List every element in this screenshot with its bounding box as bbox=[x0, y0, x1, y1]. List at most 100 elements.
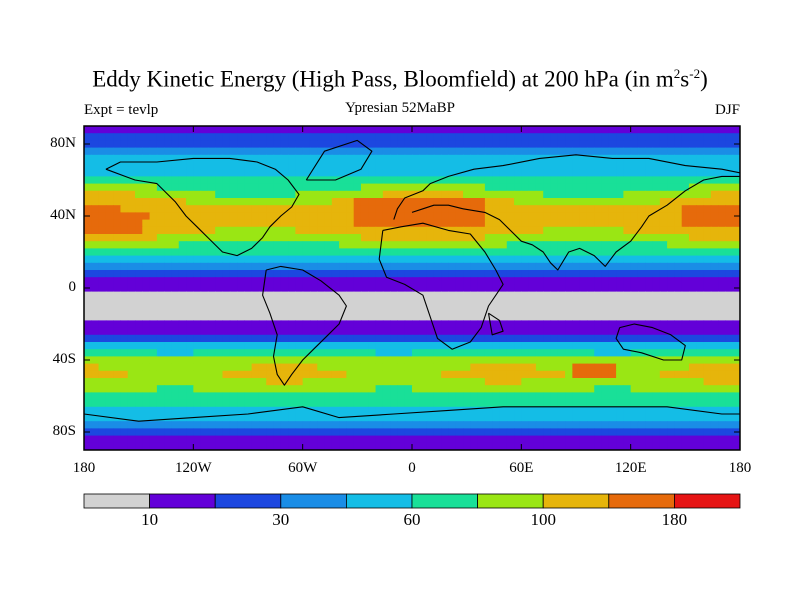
field-cell bbox=[309, 162, 318, 170]
field-cell bbox=[375, 162, 384, 170]
field-cell bbox=[608, 270, 617, 278]
field-cell bbox=[251, 306, 260, 314]
field-cell bbox=[149, 421, 158, 429]
field-cell bbox=[703, 198, 712, 206]
field-cell bbox=[98, 176, 107, 185]
field-cell bbox=[543, 262, 552, 271]
field-cell bbox=[718, 154, 727, 163]
field-cell bbox=[535, 320, 544, 329]
field-cell bbox=[492, 421, 501, 429]
field-cell bbox=[302, 421, 311, 429]
field-cell bbox=[164, 349, 173, 357]
field-cell bbox=[433, 255, 442, 264]
field-cell bbox=[404, 226, 413, 235]
field-cell bbox=[601, 370, 610, 379]
field-cell bbox=[251, 133, 260, 141]
field-cell bbox=[98, 370, 107, 379]
field-cell bbox=[309, 154, 318, 163]
field-cell bbox=[623, 126, 632, 134]
field-cell bbox=[616, 226, 624, 235]
field-cell bbox=[244, 349, 253, 357]
field-cell bbox=[725, 234, 734, 242]
field-cell bbox=[193, 284, 202, 293]
field-cell bbox=[557, 356, 566, 365]
field-cell bbox=[499, 442, 508, 450]
field-cell bbox=[514, 435, 522, 444]
field-cell bbox=[360, 428, 369, 437]
field-cell bbox=[433, 198, 442, 206]
field-cell bbox=[215, 334, 224, 343]
field-cell bbox=[535, 406, 544, 415]
field-cell bbox=[667, 370, 675, 379]
field-cell bbox=[499, 428, 508, 437]
field-cell bbox=[579, 363, 588, 372]
field-cell bbox=[521, 270, 530, 278]
field-cell bbox=[470, 428, 479, 437]
field-cell bbox=[667, 140, 675, 149]
field-cell bbox=[346, 162, 355, 170]
field-cell bbox=[317, 183, 326, 192]
field-cell bbox=[397, 277, 406, 285]
field-cell bbox=[288, 406, 296, 415]
field-cell bbox=[499, 126, 508, 134]
field-cell bbox=[346, 349, 355, 357]
field-cell bbox=[637, 169, 646, 177]
field-cell bbox=[404, 349, 413, 357]
field-cell bbox=[346, 133, 355, 141]
field-cell bbox=[557, 392, 566, 401]
field-cell bbox=[535, 226, 544, 235]
field-cell bbox=[113, 248, 122, 257]
field-cell bbox=[237, 363, 245, 372]
field-cell bbox=[630, 162, 639, 170]
field-cell bbox=[608, 277, 617, 285]
field-cell bbox=[710, 284, 719, 293]
field-cell bbox=[557, 212, 566, 221]
field-cell bbox=[222, 255, 231, 264]
field-cell bbox=[186, 176, 194, 185]
field-cell bbox=[113, 133, 122, 141]
field-cell bbox=[463, 140, 471, 149]
field-cell bbox=[266, 392, 275, 401]
field-cell bbox=[441, 176, 450, 185]
field-cell bbox=[484, 284, 493, 293]
field-cell bbox=[696, 320, 705, 329]
field-cell bbox=[470, 226, 479, 235]
field-cell bbox=[645, 226, 654, 235]
field-cell bbox=[477, 298, 486, 307]
field-cell bbox=[200, 421, 209, 429]
field-cell bbox=[433, 219, 442, 228]
field-cell bbox=[317, 169, 326, 177]
field-cell bbox=[419, 140, 428, 149]
field-cell bbox=[186, 428, 194, 437]
field-cell bbox=[470, 234, 479, 242]
field-cell bbox=[499, 291, 508, 300]
field-cell bbox=[492, 162, 501, 170]
field-cell bbox=[477, 226, 486, 235]
field-cell bbox=[375, 205, 384, 213]
field-cell bbox=[645, 198, 654, 206]
field-cell bbox=[339, 320, 347, 329]
field-cell bbox=[215, 435, 224, 444]
field-cell bbox=[215, 205, 224, 213]
field-cell bbox=[681, 176, 690, 185]
field-cell bbox=[368, 392, 377, 401]
field-cell bbox=[426, 392, 435, 401]
field-cell bbox=[404, 162, 413, 170]
field-cell bbox=[171, 262, 180, 271]
field-cell bbox=[521, 306, 530, 314]
field-cell bbox=[696, 277, 705, 285]
field-cell bbox=[91, 385, 100, 393]
field-cell bbox=[280, 255, 289, 264]
field-cell bbox=[565, 176, 573, 185]
field-cell bbox=[142, 428, 151, 437]
field-cell bbox=[463, 133, 471, 141]
field-cell bbox=[688, 414, 697, 422]
field-cell bbox=[535, 435, 544, 444]
field-cell bbox=[681, 270, 690, 278]
field-cell bbox=[266, 198, 275, 206]
field-cell bbox=[317, 406, 326, 415]
field-cell bbox=[360, 133, 369, 141]
field-cell bbox=[339, 291, 347, 300]
field-cell bbox=[186, 378, 194, 386]
field-cell bbox=[645, 291, 654, 300]
